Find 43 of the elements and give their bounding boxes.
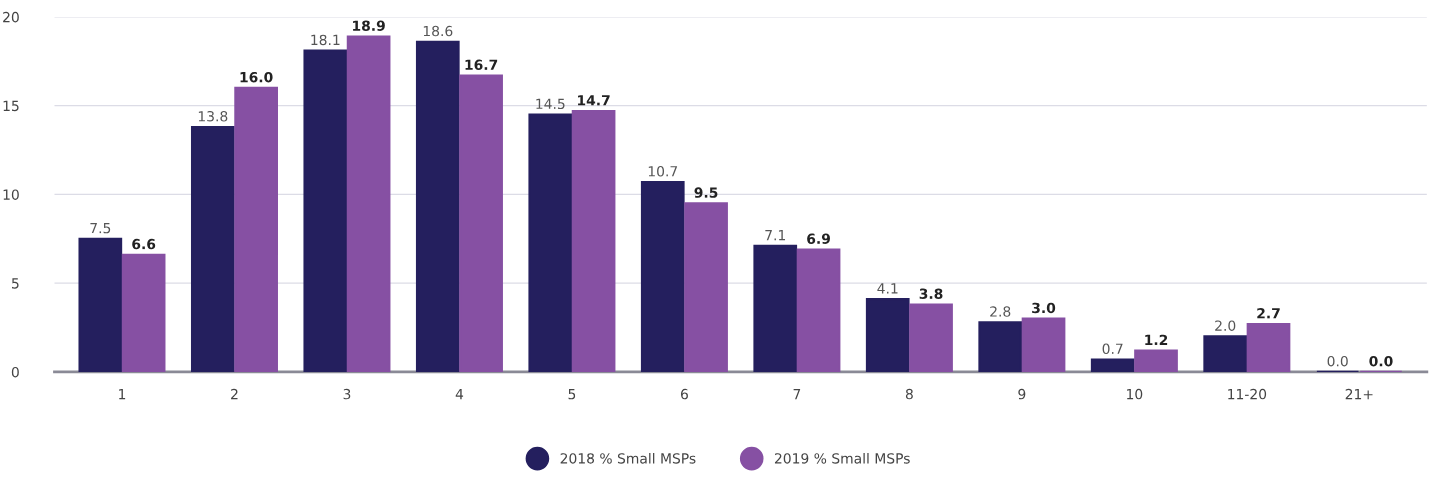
- x-tick-label: 1: [119, 389, 126, 400]
- x-tick-label: 9: [1018, 388, 1026, 400]
- data-label: 14.5: [536, 98, 565, 110]
- data-label: 2.0: [1215, 320, 1236, 331]
- data-label: 7.1: [765, 230, 786, 241]
- x-tick-label: 5: [568, 389, 576, 400]
- data-label: 0.0: [1369, 355, 1393, 367]
- x-tick-label: 2: [231, 388, 238, 400]
- data-label: 7.5: [90, 222, 111, 234]
- y-tick-label: 5: [12, 278, 19, 289]
- legend-label: 2019 % Small MSPs: [774, 452, 910, 464]
- data-label: 2.7: [1257, 308, 1280, 319]
- legend-label: 2018 % Small MSPs: [560, 452, 696, 464]
- data-label: 0.0: [1327, 355, 1348, 367]
- data-label: 10.7: [648, 166, 678, 177]
- data-label: 6.9: [807, 233, 830, 244]
- data-label: 2.8: [990, 306, 1011, 317]
- data-label: 4.1: [877, 283, 898, 294]
- x-tick-label: 7: [793, 389, 801, 400]
- x-tick-label: 11-20: [1228, 388, 1267, 400]
- y-tick-label: 10: [3, 189, 19, 200]
- data-label: 13.8: [198, 110, 228, 122]
- data-label: 6.6: [132, 238, 156, 250]
- data-label: 3.0: [1032, 302, 1056, 314]
- x-tick-label: 4: [455, 389, 464, 400]
- data-label: 18.6: [423, 25, 453, 37]
- data-label: 16.7: [465, 59, 498, 71]
- x-tick-label: 8: [905, 388, 913, 400]
- data-label: 9.5: [694, 187, 718, 198]
- data-label: 16.0: [240, 71, 273, 83]
- y-tick-label: 0: [11, 366, 19, 378]
- y-tick-label: 15: [3, 100, 19, 112]
- data-label: 1.2: [1145, 334, 1168, 345]
- x-tick-label: 6: [680, 388, 688, 400]
- x-tick-label: 21+: [1345, 388, 1373, 400]
- data-label: 18.9: [353, 20, 385, 31]
- x-tick-label: 3: [343, 388, 351, 400]
- data-label: 18.1: [311, 34, 340, 46]
- data-label: 14.7: [578, 95, 610, 106]
- y-tick-label: 20: [3, 11, 19, 23]
- data-label: 3.8: [919, 288, 943, 299]
- x-tick-label: 10: [1127, 388, 1143, 400]
- data-label: 0.7: [1102, 343, 1123, 355]
